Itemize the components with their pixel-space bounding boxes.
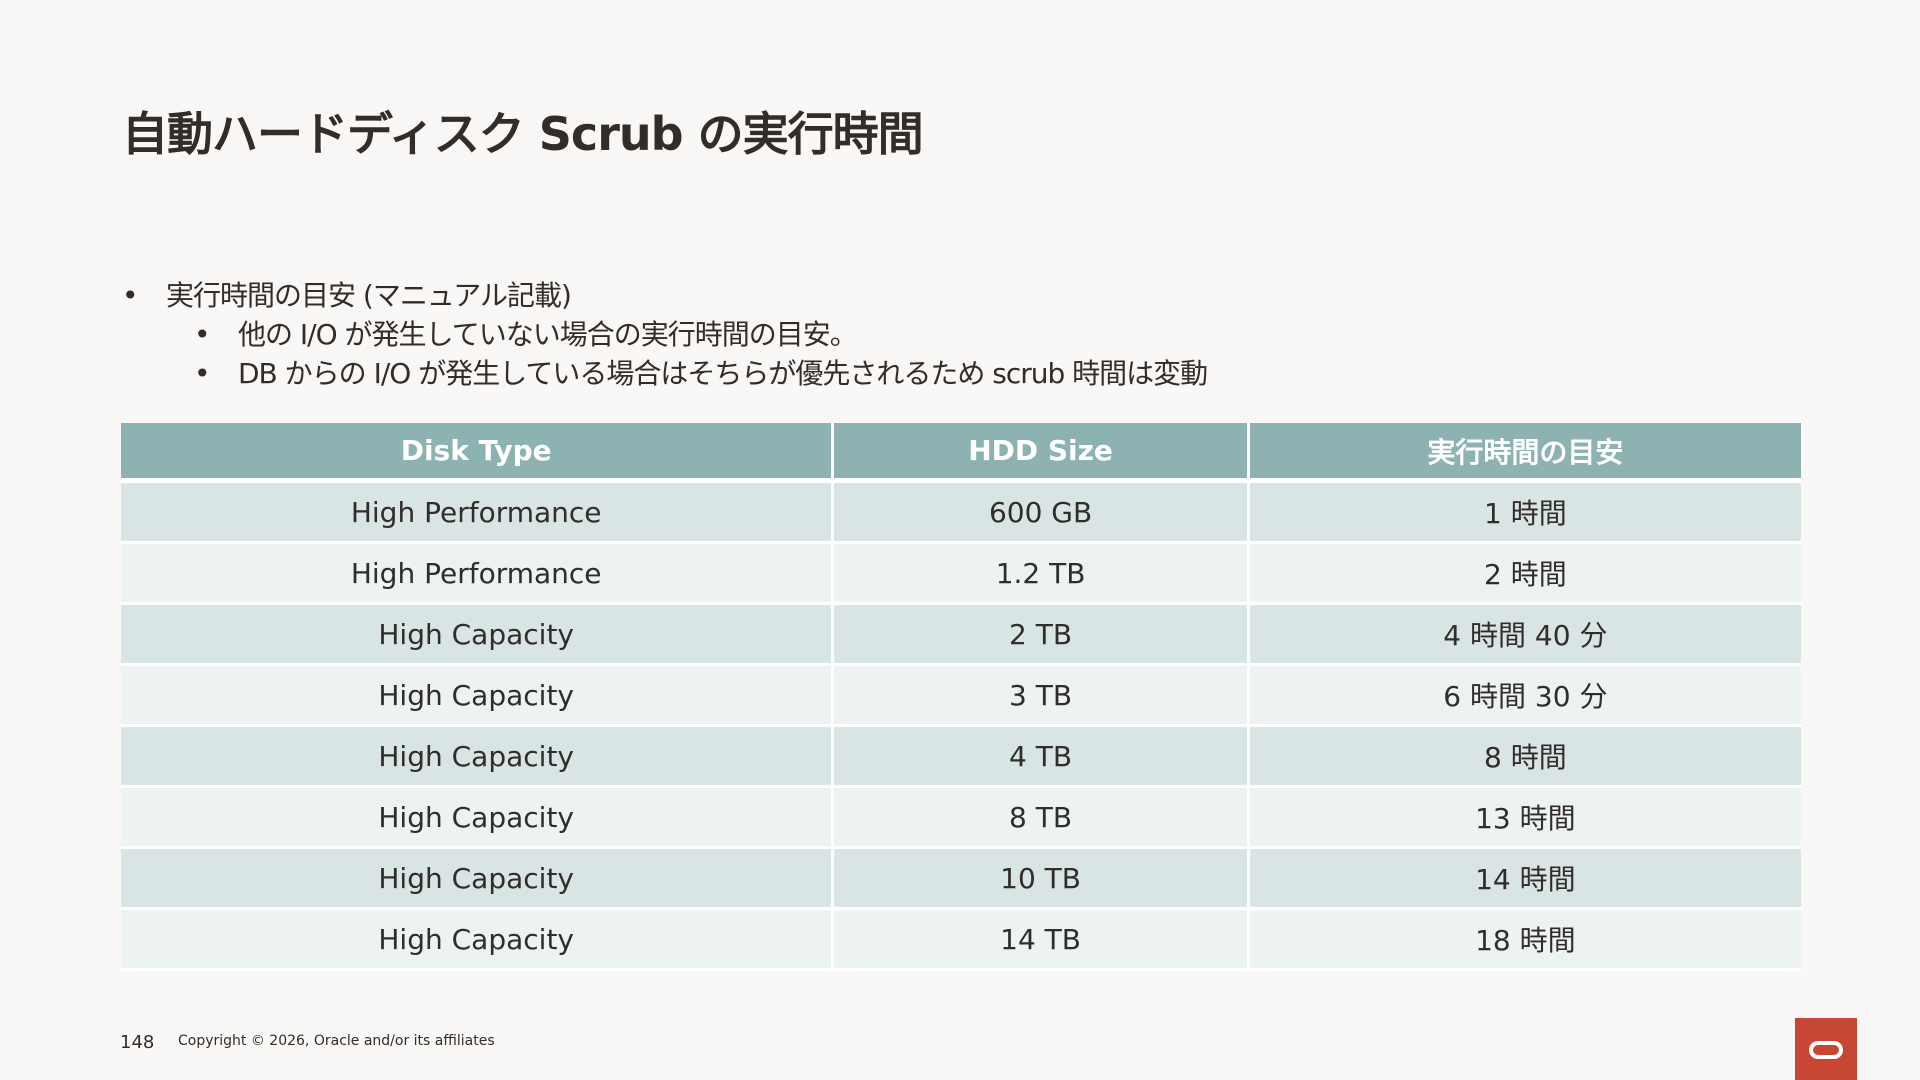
cell-runtime: 13 時間 <box>1249 788 1801 849</box>
cell-disk-type: High Capacity <box>121 849 835 910</box>
cell-hdd-size: 1.2 TB <box>834 544 1250 605</box>
sub-bullet-item: DB からの I/O が発生している場合はそちらが優先されるため scrub 時… <box>194 354 1208 393</box>
cell-hdd-size: 2 TB <box>834 605 1250 666</box>
table-row: High Capacity 2 TB 4 時間 40 分 <box>121 605 1801 666</box>
cell-hdd-size: 600 GB <box>834 483 1250 544</box>
cell-disk-type: High Performance <box>121 483 835 544</box>
column-header-disk-type: Disk Type <box>121 423 835 483</box>
table-row: High Capacity 8 TB 13 時間 <box>121 788 1801 849</box>
table-row: High Capacity 10 TB 14 時間 <box>121 849 1801 910</box>
cell-disk-type: High Capacity <box>121 605 835 666</box>
table-row: High Performance 600 GB 1 時間 <box>121 483 1801 544</box>
cell-hdd-size: 14 TB <box>834 910 1250 971</box>
table-row: High Capacity 14 TB 18 時間 <box>121 910 1801 971</box>
cell-runtime: 18 時間 <box>1249 910 1801 971</box>
cell-runtime: 2 時間 <box>1249 544 1801 605</box>
table-row: High Capacity 4 TB 8 時間 <box>121 727 1801 788</box>
column-header-runtime: 実行時間の目安 <box>1249 423 1801 483</box>
table-row: High Capacity 3 TB 6 時間 30 分 <box>121 666 1801 727</box>
column-header-hdd-size: HDD Size <box>834 423 1250 483</box>
oracle-logo-icon <box>1795 1018 1857 1080</box>
copyright-text: Copyright © 2026, Oracle and/or its affi… <box>178 1033 495 1049</box>
cell-runtime: 8 時間 <box>1249 727 1801 788</box>
cell-disk-type: High Performance <box>121 544 835 605</box>
cell-disk-type: High Capacity <box>121 666 835 727</box>
cell-hdd-size: 10 TB <box>834 849 1250 910</box>
cell-runtime: 1 時間 <box>1249 483 1801 544</box>
table-row: High Performance 1.2 TB 2 時間 <box>121 544 1801 605</box>
bullet-list: 実行時間の目安 (マニュアル記載) 他の I/O が発生していない場合の実行時間… <box>122 276 1208 393</box>
bullet-item: 実行時間の目安 (マニュアル記載) <box>122 276 1207 315</box>
cell-runtime: 4 時間 40 分 <box>1249 605 1801 666</box>
page-number: 148 <box>120 1032 155 1053</box>
cell-runtime: 14 時間 <box>1249 849 1801 910</box>
cell-runtime: 6 時間 30 分 <box>1249 666 1801 727</box>
sub-bullet-item: 他の I/O が発生していない場合の実行時間の目安。 <box>194 315 1207 354</box>
cell-disk-type: High Capacity <box>121 727 835 788</box>
cell-hdd-size: 3 TB <box>834 666 1250 727</box>
cell-hdd-size: 4 TB <box>834 727 1250 788</box>
cell-disk-type: High Capacity <box>121 910 835 971</box>
table-header-row: Disk Type HDD Size 実行時間の目安 <box>121 423 1801 483</box>
cell-hdd-size: 8 TB <box>834 788 1250 849</box>
cell-disk-type: High Capacity <box>121 788 835 849</box>
scrub-time-table: Disk Type HDD Size 実行時間の目安 High Performa… <box>121 423 1801 971</box>
oracle-ring-icon <box>1809 1041 1843 1059</box>
slide-title: 自動ハードディスク Scrub の実行時間 <box>122 107 924 161</box>
